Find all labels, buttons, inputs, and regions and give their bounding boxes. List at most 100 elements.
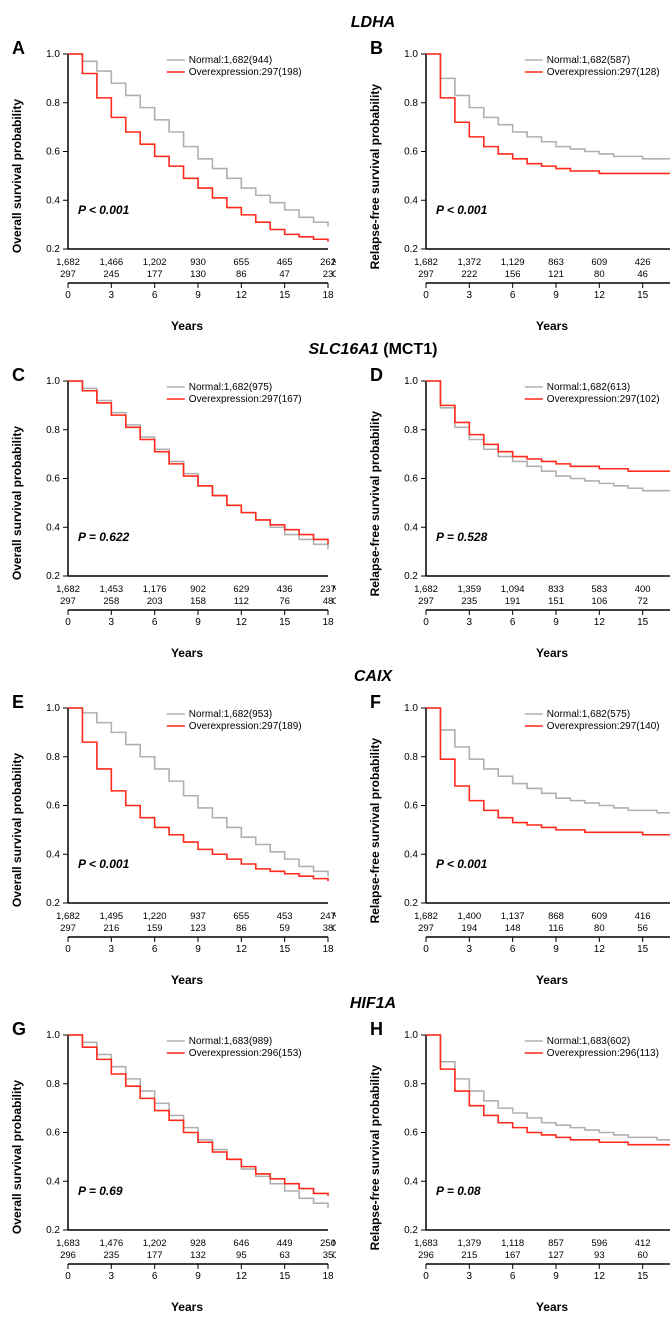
- y-axis-label: Overall survival probability: [10, 426, 24, 580]
- survival-plot: 0.20.40.60.81.0Normal:1,682(953)Overexpr…: [26, 690, 336, 971]
- svg-text:297: 297: [60, 596, 76, 607]
- svg-text:1.0: 1.0: [404, 376, 418, 387]
- svg-text:296: 296: [60, 1250, 76, 1261]
- risk-label-ovrx: Ovrx: [332, 596, 336, 607]
- svg-text:0.2: 0.2: [404, 898, 418, 909]
- plot-wrap: Overall survival probability0.20.40.60.8…: [10, 1017, 364, 1314]
- legend-normal-label: Normal:1,682(575): [547, 709, 630, 720]
- svg-text:0.8: 0.8: [46, 752, 60, 763]
- svg-text:1,683: 1,683: [414, 1238, 438, 1249]
- svg-text:3: 3: [109, 290, 115, 301]
- legend: Normal:1,683(989)Overexpression:296(153): [167, 1036, 302, 1059]
- svg-text:12: 12: [594, 617, 606, 628]
- svg-text:3: 3: [467, 1271, 473, 1282]
- svg-text:1,466: 1,466: [99, 257, 123, 268]
- curve-normal: [68, 708, 328, 876]
- svg-text:0.4: 0.4: [46, 522, 60, 533]
- svg-text:1,682: 1,682: [56, 584, 80, 595]
- legend: Normal:1,682(613)Overexpression:297(102): [525, 382, 660, 405]
- gene-title: SLC16A1 (MCT1): [10, 341, 670, 359]
- svg-text:400: 400: [635, 584, 651, 595]
- x-axis-label: Years: [536, 646, 568, 660]
- legend-over-label: Overexpression:297(189): [189, 721, 302, 732]
- svg-text:655: 655: [233, 257, 249, 268]
- panel-G: GOverall survival probability0.20.40.60.…: [10, 1017, 364, 1314]
- svg-text:0.6: 0.6: [46, 1128, 60, 1139]
- svg-text:1,129: 1,129: [501, 257, 525, 268]
- svg-text:0.8: 0.8: [404, 1079, 418, 1090]
- svg-text:6: 6: [152, 944, 158, 955]
- svg-text:121: 121: [548, 269, 564, 280]
- svg-text:426: 426: [635, 257, 651, 268]
- svg-text:0.2: 0.2: [404, 571, 418, 582]
- legend-over-label: Overexpression:297(198): [189, 67, 302, 78]
- svg-text:9: 9: [553, 1271, 559, 1282]
- svg-text:112: 112: [234, 596, 249, 607]
- svg-text:1,359: 1,359: [457, 584, 481, 595]
- gene-title: LDHA: [10, 14, 670, 32]
- svg-text:1,476: 1,476: [99, 1238, 123, 1249]
- svg-text:12: 12: [236, 1271, 248, 1282]
- svg-text:0: 0: [65, 617, 71, 628]
- panel-F: FRelapse-free survival probability0.20.4…: [368, 690, 670, 987]
- x-axis-label: Years: [536, 1300, 568, 1314]
- legend: Normal:1,682(944)Overexpression:297(198): [167, 55, 302, 78]
- svg-text:116: 116: [548, 923, 563, 934]
- svg-text:222: 222: [461, 269, 477, 280]
- svg-text:1,202: 1,202: [143, 257, 167, 268]
- svg-text:130: 130: [190, 269, 206, 280]
- svg-text:1,682: 1,682: [56, 257, 80, 268]
- svg-text:3: 3: [109, 944, 115, 955]
- svg-text:1,400: 1,400: [457, 911, 481, 922]
- svg-text:297: 297: [60, 923, 76, 934]
- svg-text:0.6: 0.6: [404, 801, 418, 812]
- svg-text:6: 6: [510, 617, 516, 628]
- svg-text:177: 177: [147, 1250, 163, 1261]
- legend: Normal:1,682(587)Overexpression:297(128): [525, 55, 660, 78]
- svg-text:655: 655: [233, 911, 249, 922]
- svg-text:9: 9: [195, 1271, 201, 1282]
- svg-text:9: 9: [553, 944, 559, 955]
- svg-text:1.0: 1.0: [46, 1030, 60, 1041]
- svg-text:0.6: 0.6: [46, 801, 60, 812]
- svg-text:93: 93: [594, 1250, 605, 1261]
- svg-text:0: 0: [423, 944, 429, 955]
- svg-text:0.2: 0.2: [46, 1225, 60, 1236]
- svg-text:60: 60: [637, 1250, 648, 1261]
- svg-text:80: 80: [594, 923, 605, 934]
- svg-text:0.8: 0.8: [404, 752, 418, 763]
- panel-letter: B: [370, 38, 383, 59]
- svg-text:833: 833: [548, 584, 564, 595]
- risk-label-nrml: Nrml: [332, 584, 336, 595]
- svg-text:1,118: 1,118: [501, 1238, 524, 1249]
- svg-text:245: 245: [103, 269, 119, 280]
- svg-text:297: 297: [418, 923, 434, 934]
- risk-table: 1,6822971,4952161,2201599371236558645359…: [56, 911, 336, 955]
- plot-wrap: Relapse-free survival probability0.20.40…: [368, 363, 670, 660]
- svg-text:3: 3: [467, 290, 473, 301]
- y-axis-label: Overall survival probability: [10, 753, 24, 907]
- y-axis-label: Relapse-free survival probability: [368, 738, 382, 923]
- svg-text:0: 0: [423, 290, 429, 301]
- risk-table: 1,6822971,3592351,0941918331515831064007…: [414, 584, 670, 628]
- svg-text:0.8: 0.8: [404, 98, 418, 109]
- svg-text:123: 123: [190, 923, 206, 934]
- svg-text:216: 216: [103, 923, 119, 934]
- svg-text:0.6: 0.6: [404, 1128, 418, 1139]
- svg-text:465: 465: [277, 257, 293, 268]
- svg-text:6: 6: [152, 1271, 158, 1282]
- svg-text:902: 902: [190, 584, 206, 595]
- svg-text:59: 59: [279, 923, 290, 934]
- plot-wrap: Overall survival probability0.20.40.60.8…: [10, 690, 364, 987]
- svg-text:1,202: 1,202: [143, 1238, 167, 1249]
- curve-normal: [68, 1035, 328, 1208]
- panel-A: AOverall survival probability0.20.40.60.…: [10, 36, 364, 333]
- svg-text:1,682: 1,682: [414, 257, 438, 268]
- svg-text:583: 583: [591, 584, 607, 595]
- svg-text:1.0: 1.0: [46, 49, 60, 60]
- svg-text:3: 3: [467, 617, 473, 628]
- svg-text:0: 0: [65, 290, 71, 301]
- svg-text:857: 857: [548, 1238, 564, 1249]
- svg-text:9: 9: [553, 617, 559, 628]
- svg-text:15: 15: [637, 944, 649, 955]
